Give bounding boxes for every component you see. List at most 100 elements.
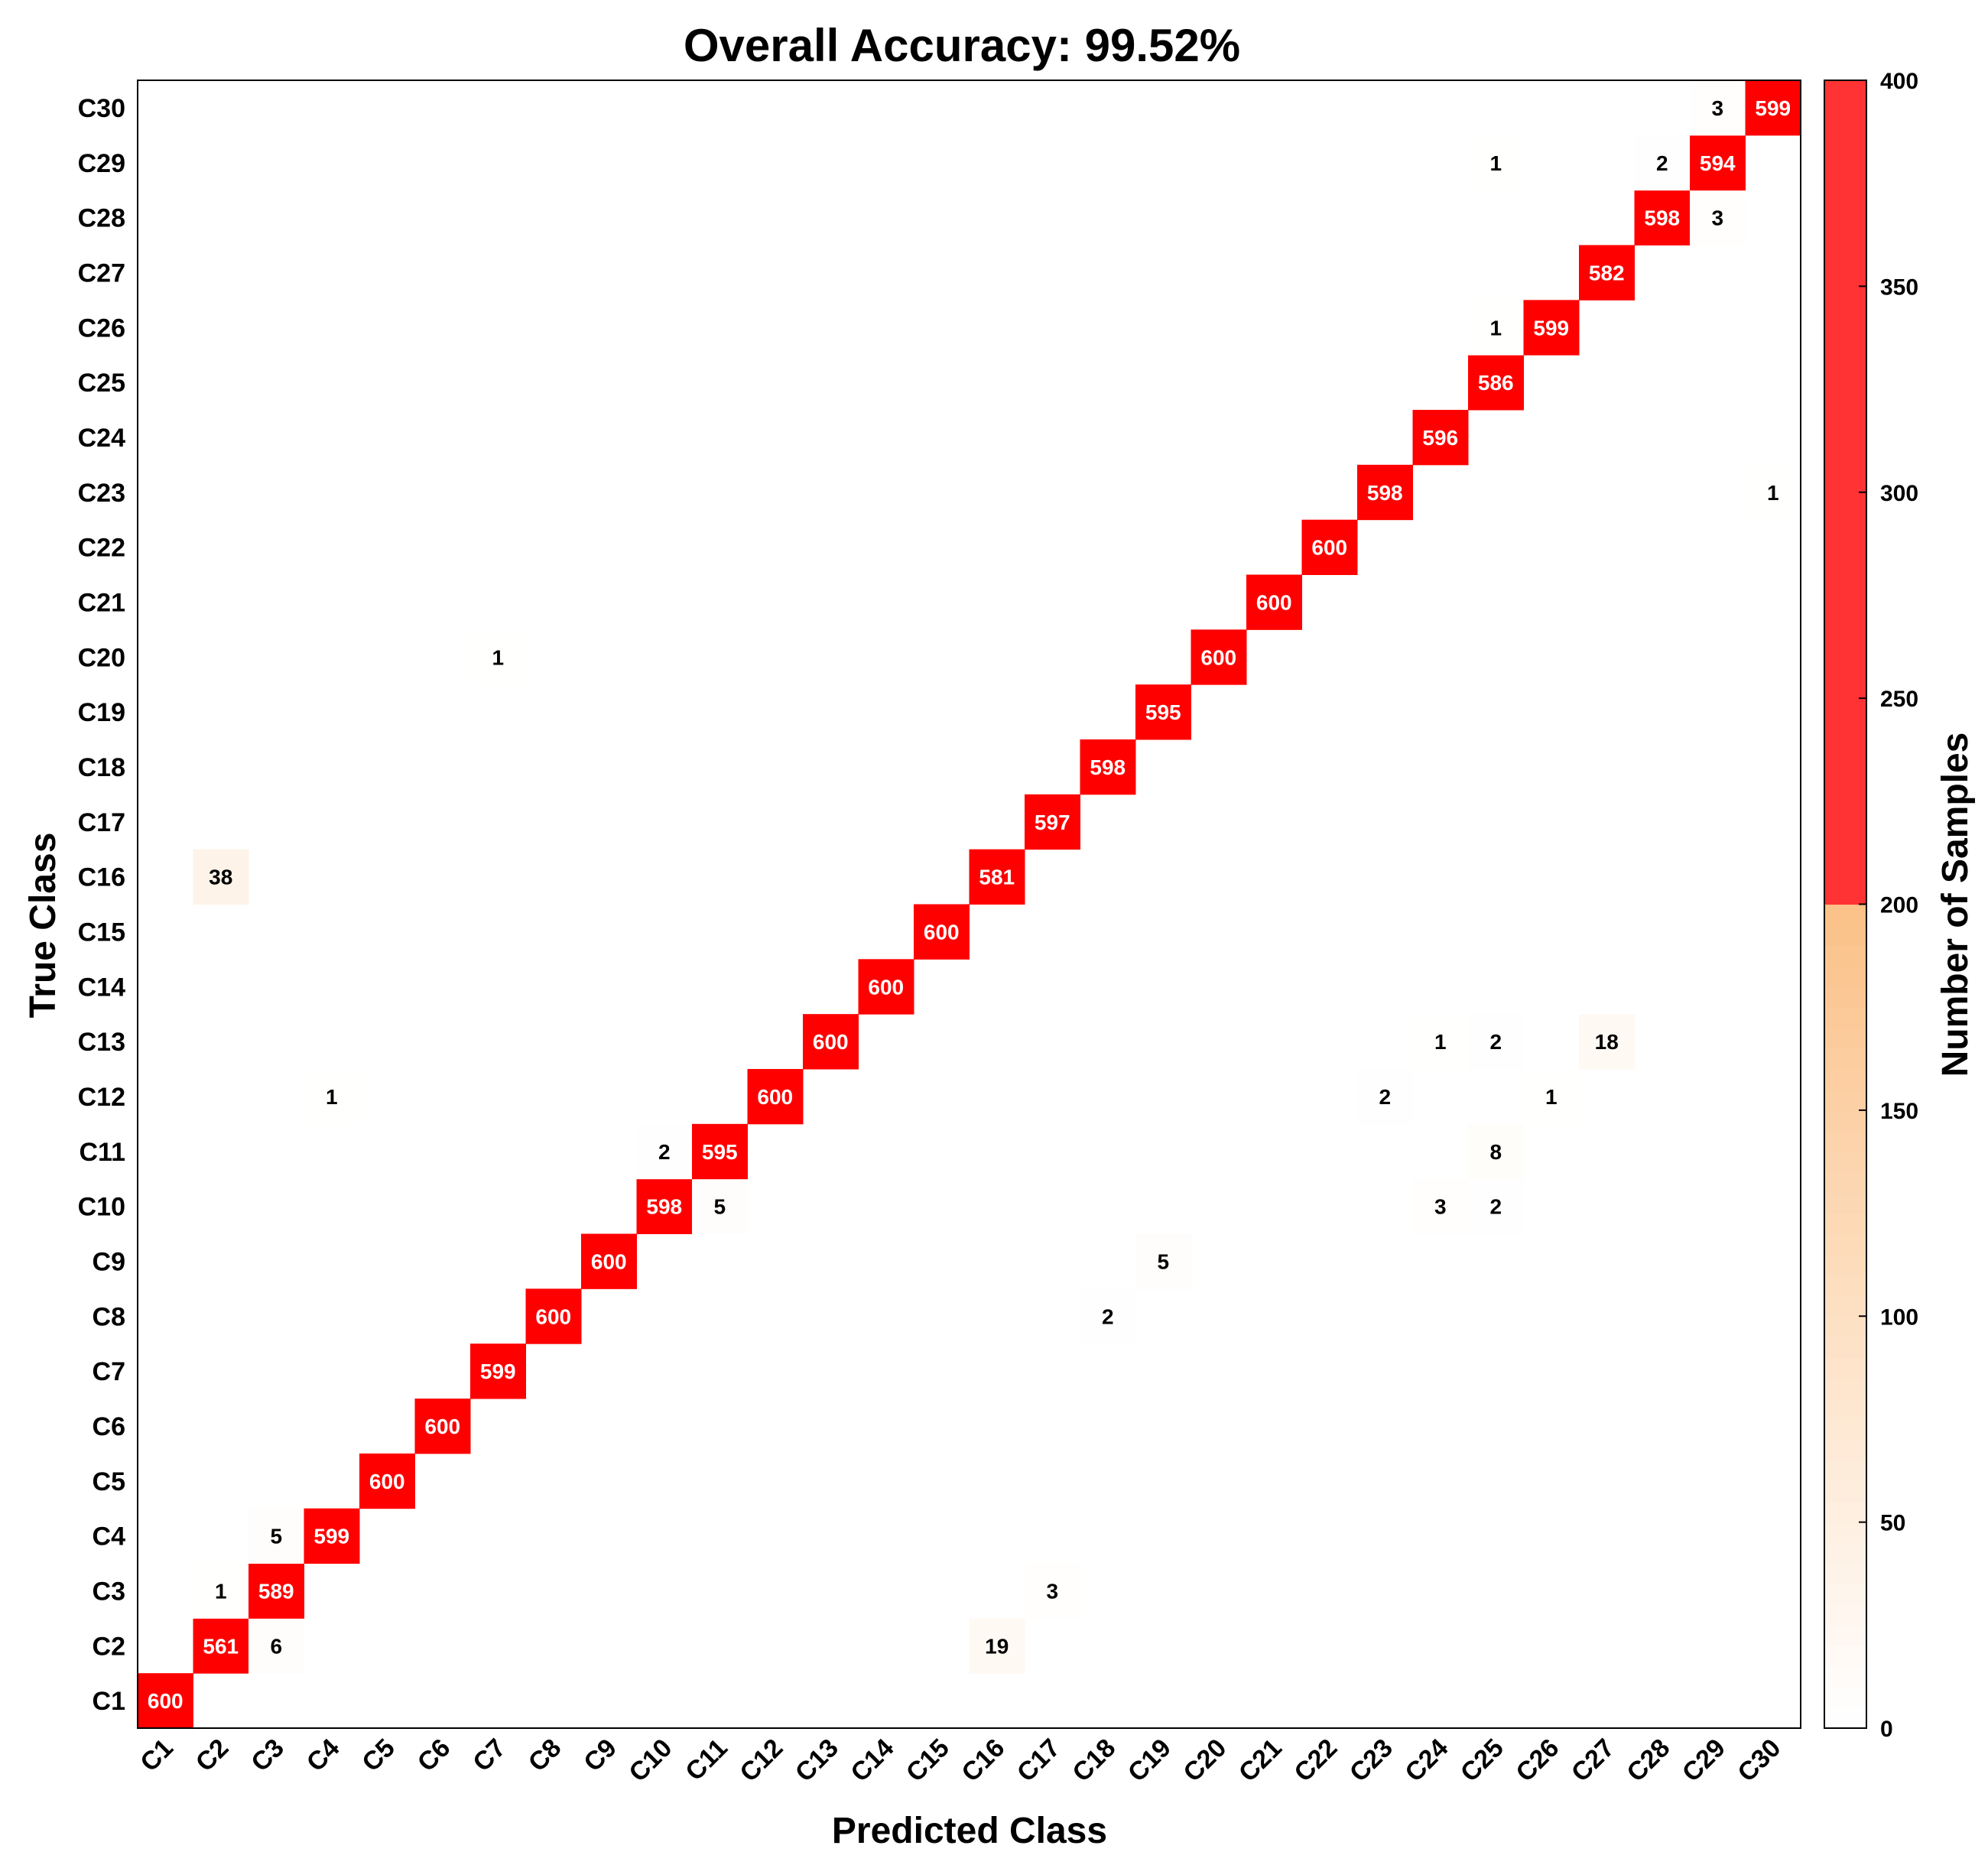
heatmap-cells xyxy=(138,80,1801,1729)
heatmap-cell xyxy=(1745,464,1801,521)
cell-value-label: 599 xyxy=(480,1360,516,1383)
heatmap-cell xyxy=(1080,739,1136,795)
x-tick-label: C9 xyxy=(578,1733,622,1778)
heatmap-cell xyxy=(304,1508,360,1564)
heatmap-cell xyxy=(692,1178,748,1234)
x-tick-label: C25 xyxy=(1455,1733,1509,1788)
x-tick-label: C1 xyxy=(135,1733,179,1778)
colorbar-segment xyxy=(1824,203,1866,226)
cell-value-label: 1 xyxy=(326,1085,338,1109)
colorbar-tick-label: 100 xyxy=(1880,1305,1918,1330)
cell-value-label: 1 xyxy=(492,645,504,669)
y-tick-label: C19 xyxy=(78,698,125,727)
chart-title: Overall Accuracy: 99.52% xyxy=(684,20,1240,71)
colorbar-segment xyxy=(1824,1646,1866,1667)
cell-value-label: 600 xyxy=(757,1085,793,1109)
plot-frame xyxy=(137,80,1801,1729)
colorbar-tick-label: 50 xyxy=(1880,1511,1905,1536)
heatmap-cell xyxy=(525,1288,582,1344)
colorbar-segment xyxy=(1824,719,1866,740)
cell-value-label: 597 xyxy=(1035,811,1070,834)
colorbar-segment xyxy=(1824,307,1866,328)
colorbar-segment xyxy=(1824,966,1866,987)
colorbar-segment xyxy=(1824,657,1866,678)
heatmap-cell xyxy=(1690,80,1746,136)
colorbar-segment xyxy=(1824,410,1866,431)
heatmap-cell xyxy=(1579,245,1635,301)
cell-value-label: 599 xyxy=(1533,316,1569,340)
heatmap-cell xyxy=(1191,629,1247,685)
y-tick-label: C3 xyxy=(93,1577,125,1606)
x-tick-label: C6 xyxy=(412,1733,456,1778)
heatmap-cell xyxy=(248,1618,304,1674)
colorbar-segment xyxy=(1824,1357,1866,1379)
cell-value-label: 600 xyxy=(924,920,960,944)
cell-value-label: 595 xyxy=(1145,700,1181,724)
colorbar-segment xyxy=(1824,1171,1866,1194)
y-tick-label: C15 xyxy=(78,918,125,947)
cell-value-label: 596 xyxy=(1422,426,1458,450)
cell-value-label: 2 xyxy=(1379,1085,1391,1109)
heatmap-cell xyxy=(747,1069,804,1125)
colorbar-segment xyxy=(1824,698,1866,720)
y-tick-label: C23 xyxy=(78,479,125,508)
cell-value-label: 595 xyxy=(702,1140,738,1164)
colorbar-segment xyxy=(1824,1192,1866,1214)
cell-value-label: 6 xyxy=(270,1634,282,1658)
y-tick-label: C2 xyxy=(93,1632,125,1661)
colorbar-segment xyxy=(1824,369,1866,390)
colorbar-segment xyxy=(1824,1337,1866,1358)
heatmap-cell xyxy=(1468,1014,1524,1070)
colorbar-segment xyxy=(1824,512,1866,534)
cell-value-label: 600 xyxy=(424,1415,460,1438)
y-tick-label: C24 xyxy=(78,424,125,453)
heatmap-cell xyxy=(1523,300,1580,356)
colorbar-segment xyxy=(1824,1666,1866,1688)
heatmap-cell xyxy=(1634,135,1691,191)
colorbar-segment xyxy=(1824,1707,1866,1729)
colorbar-tick-label: 400 xyxy=(1880,69,1918,94)
heatmap-cell xyxy=(1135,684,1191,740)
colorbar-segment xyxy=(1824,780,1866,802)
x-tick-label: C8 xyxy=(523,1733,567,1778)
heatmap-cell xyxy=(803,1014,859,1070)
cell-value-label: 5 xyxy=(270,1525,282,1548)
cell-value-label: 600 xyxy=(813,1030,849,1054)
colorbar-segment xyxy=(1824,842,1866,864)
colorbar-segment xyxy=(1824,1028,1866,1049)
cell-value-label: 598 xyxy=(1090,755,1126,779)
colorbar-segment xyxy=(1824,492,1866,514)
colorbar-segment xyxy=(1824,924,1866,946)
colorbar-segment xyxy=(1824,574,1866,596)
heatmap-cell xyxy=(193,1563,249,1619)
colorbar-segment xyxy=(1824,1110,1866,1132)
x-tick-label: C13 xyxy=(790,1733,844,1788)
y-tick-label: C21 xyxy=(78,588,125,617)
colorbar-segment xyxy=(1824,1254,1866,1275)
x-tick-label: C16 xyxy=(956,1733,1010,1788)
y-tick-label: C27 xyxy=(78,258,125,288)
colorbar-segment xyxy=(1824,1275,1866,1296)
cell-value-label: 2 xyxy=(1489,1030,1502,1054)
x-tick-label: C29 xyxy=(1677,1733,1731,1788)
y-tick-label: C20 xyxy=(78,643,125,672)
heatmap-cell xyxy=(1468,355,1524,411)
cell-value-label: 600 xyxy=(535,1305,571,1328)
cell-value-label: 600 xyxy=(1200,645,1236,669)
cell-value-label: 582 xyxy=(1589,261,1625,284)
colorbar-segment xyxy=(1824,636,1866,658)
colorbar-segment xyxy=(1824,739,1866,761)
colorbar-segment xyxy=(1824,1501,1866,1523)
heatmap-cell xyxy=(304,1069,360,1125)
heatmap-cell xyxy=(248,1508,304,1564)
x-tick-label: C30 xyxy=(1732,1733,1786,1788)
y-tick-label: C30 xyxy=(78,94,125,123)
heatmap-cell xyxy=(914,904,970,960)
x-tick-label: C3 xyxy=(245,1733,290,1778)
y-tick-labels: C1 C2 C3 C4 C5 C6 C7 C8 C9 C10 C11 C12 C13 C14 C15 C16 C… xyxy=(78,94,125,1716)
cell-value-label: 600 xyxy=(591,1249,627,1273)
cell-value-label: 600 xyxy=(868,975,904,999)
colorbar-segment xyxy=(1824,1584,1866,1605)
cell-value-label: 581 xyxy=(979,866,1015,889)
x-tick-labels: C1 C2 C3 C4 C5 C6 C7 C8 C9 C10 C11 C12 C13 C14 C15 C16 C… xyxy=(135,1733,1786,1788)
